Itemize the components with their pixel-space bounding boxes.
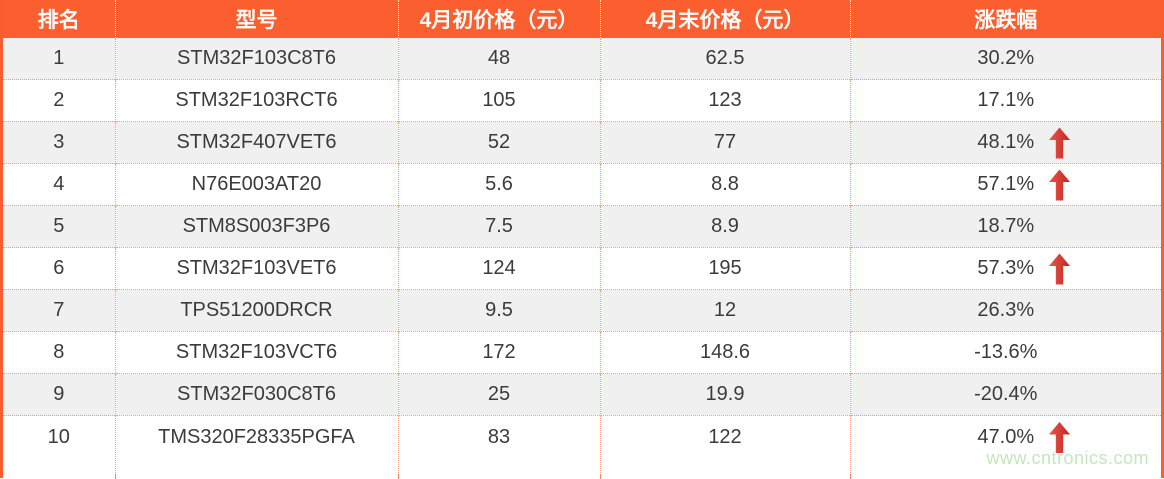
price-end-cell: 19.9	[600, 373, 851, 416]
change-cell: 17.1%	[850, 79, 1161, 122]
price-start-cell: 172	[398, 331, 601, 374]
model-cell: STM32F103RCT6	[115, 79, 399, 122]
table-row: 5 STM8S003F3P6 7.5 8.9 18.7%	[3, 205, 1161, 248]
change-value: 47.0%	[977, 426, 1035, 448]
price-end-cell: 8.8	[600, 163, 851, 206]
change-cell: 47.0%	[850, 415, 1161, 479]
price-end-cell: 122	[600, 415, 851, 479]
change-cell: -13.6%	[850, 331, 1161, 374]
model-cell: STM32F030C8T6	[115, 373, 399, 416]
column-header-price-end: 4月末价格（元）	[600, 0, 851, 38]
rank-cell: 6	[3, 247, 116, 290]
price-start-cell: 52	[398, 121, 601, 164]
price-start-cell: 124	[398, 247, 601, 290]
column-header-change: 涨跌幅	[850, 0, 1161, 38]
rank-cell: 5	[3, 205, 116, 248]
rank-cell: 3	[3, 121, 116, 164]
table-body: 1 STM32F103C8T6 48 62.5 30.2% 2 STM32F10…	[3, 38, 1161, 479]
price-end-cell: 148.6	[600, 331, 851, 374]
column-header-price-start: 4月初价格（元）	[398, 0, 601, 38]
table-row: 10 TMS320F28335PGFA 83 122 47.0%	[3, 415, 1161, 479]
change-cell: 57.3%	[850, 247, 1161, 290]
table-row: 8 STM32F103VCT6 172 148.6 -13.6%	[3, 331, 1161, 374]
price-end-cell: 12	[600, 289, 851, 332]
rank-cell: 2	[3, 79, 116, 122]
price-start-cell: 25	[398, 373, 601, 416]
change-value: -13.6%	[974, 341, 1038, 363]
change-value: 57.3%	[977, 257, 1035, 279]
change-cell: 26.3%	[850, 289, 1161, 332]
price-start-cell: 83	[398, 415, 601, 479]
rank-cell: 7	[3, 289, 116, 332]
model-cell: STM8S003F3P6	[115, 205, 399, 248]
column-header-rank: 排名	[3, 0, 116, 38]
price-start-cell: 105	[398, 79, 601, 122]
change-value: 48.1%	[977, 131, 1035, 153]
up-arrow-icon	[1049, 127, 1071, 158]
rank-cell: 1	[3, 38, 116, 80]
table-row: 1 STM32F103C8T6 48 62.5 30.2%	[3, 38, 1161, 80]
rank-cell: 8	[3, 331, 116, 374]
price-end-cell: 8.9	[600, 205, 851, 248]
price-start-cell: 7.5	[398, 205, 601, 248]
model-cell: N76E003AT20	[115, 163, 399, 206]
change-value: 57.1%	[977, 173, 1035, 195]
model-cell: STM32F103VET6	[115, 247, 399, 290]
change-value: 17.1%	[977, 89, 1035, 111]
table-row: 4 N76E003AT20 5.6 8.8 57.1%	[3, 163, 1161, 206]
change-cell: 48.1%	[850, 121, 1161, 164]
column-header-model: 型号	[115, 0, 399, 38]
up-arrow-icon	[1049, 253, 1071, 284]
rank-cell: 9	[3, 373, 116, 416]
change-cell: 57.1%	[850, 163, 1161, 206]
price-end-cell: 62.5	[600, 38, 851, 80]
table-row: 7 TPS51200DRCR 9.5 12 26.3%	[3, 289, 1161, 332]
change-cell: 30.2%	[850, 38, 1161, 80]
price-start-cell: 9.5	[398, 289, 601, 332]
model-cell: TMS320F28335PGFA	[115, 415, 399, 479]
up-arrow-icon	[1049, 169, 1071, 200]
change-value: 30.2%	[977, 47, 1035, 69]
change-value: 26.3%	[977, 299, 1035, 321]
model-cell: TPS51200DRCR	[115, 289, 399, 332]
model-cell: STM32F407VET6	[115, 121, 399, 164]
price-end-cell: 195	[600, 247, 851, 290]
model-cell: STM32F103VCT6	[115, 331, 399, 374]
price-start-cell: 5.6	[398, 163, 601, 206]
rank-cell: 4	[3, 163, 116, 206]
price-end-cell: 123	[600, 79, 851, 122]
rank-cell: 10	[3, 415, 116, 479]
price-start-cell: 48	[398, 38, 601, 80]
change-value: 18.7%	[977, 215, 1035, 237]
change-cell: -20.4%	[850, 373, 1161, 416]
table-row: 2 STM32F103RCT6 105 123 17.1%	[3, 79, 1161, 122]
price-table: 排名 型号 4月初价格（元） 4月末价格（元） 涨跌幅 1 STM32F103C…	[3, 0, 1161, 479]
model-cell: STM32F103C8T6	[115, 38, 399, 80]
table-header: 排名 型号 4月初价格（元） 4月末价格（元） 涨跌幅	[3, 0, 1161, 38]
table-row: 3 STM32F407VET6 52 77 48.1%	[3, 121, 1161, 164]
price-end-cell: 77	[600, 121, 851, 164]
table-row: 9 STM32F030C8T6 25 19.9 -20.4%	[3, 373, 1161, 416]
header-row: 排名 型号 4月初价格（元） 4月末价格（元） 涨跌幅	[3, 0, 1161, 38]
up-arrow-icon	[1049, 422, 1071, 453]
change-cell: 18.7%	[850, 205, 1161, 248]
table-row: 6 STM32F103VET6 124 195 57.3%	[3, 247, 1161, 290]
change-value: -20.4%	[974, 383, 1038, 405]
